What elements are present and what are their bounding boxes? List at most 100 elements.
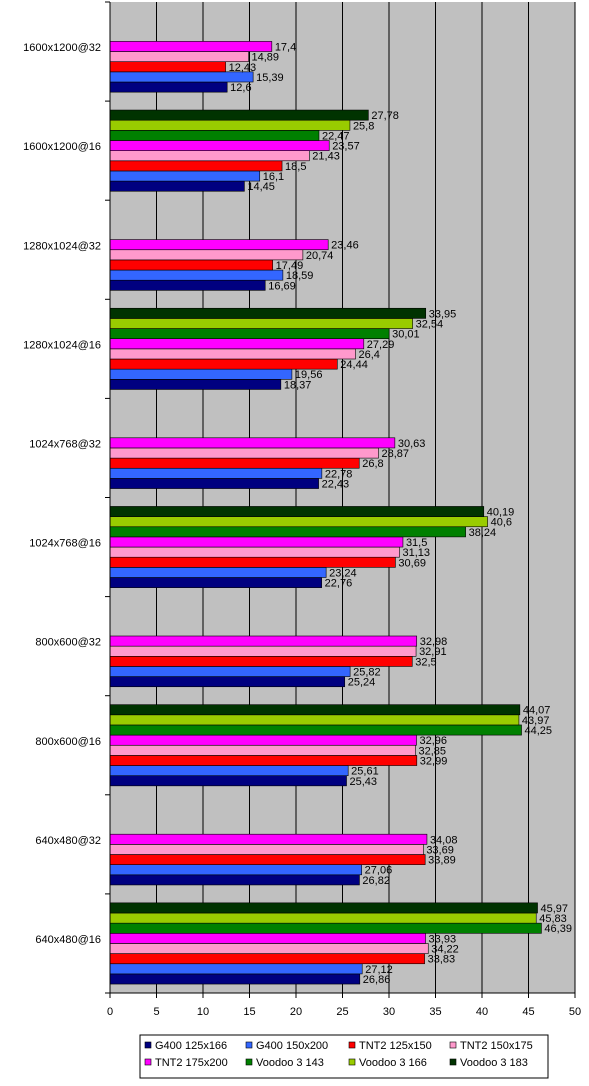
bar	[109, 704, 521, 716]
data-label: 22,43	[322, 478, 350, 490]
category-label: 800x600@32	[35, 637, 101, 649]
data-label: 19,56	[295, 369, 323, 381]
bar	[109, 912, 537, 924]
data-label: 23,46	[331, 240, 359, 252]
data-label: 28,87	[381, 448, 409, 460]
bar	[109, 109, 369, 121]
bar	[109, 874, 360, 886]
bar	[109, 973, 361, 985]
bar	[109, 755, 418, 766]
data-label: 44,25	[525, 725, 553, 737]
data-label: 17,4	[275, 41, 296, 53]
bar	[109, 269, 284, 281]
data-label: 27,06	[365, 865, 393, 877]
data-label: 22,76	[325, 578, 353, 590]
data-label: 12,43	[229, 62, 257, 74]
legend-swatch	[449, 1041, 457, 1049]
data-label: 33,83	[428, 954, 456, 966]
bar	[109, 368, 293, 380]
legend-swatch	[449, 1058, 457, 1066]
bar	[109, 526, 466, 538]
bar	[109, 378, 282, 390]
y-axis-categories: 1600x1200@32 1600x1200@16 1280x1024@32 1280…	[23, 1, 110, 994]
x-axis-ticks: 0 5 10 15 20 25 30 35 40 45 50	[107, 993, 581, 1018]
data-label: 44,07	[523, 705, 551, 717]
data-label: 18,5	[285, 161, 306, 173]
bar	[109, 170, 261, 182]
bar	[109, 724, 522, 736]
bar	[109, 844, 424, 855]
bar	[109, 864, 362, 876]
bar	[109, 119, 351, 131]
bar	[109, 536, 404, 548]
bar	[109, 348, 356, 360]
x-tick-label: 15	[243, 1006, 255, 1018]
data-label: 40,6	[491, 517, 512, 529]
legend-label: TNT2 175x200	[155, 1057, 228, 1069]
data-label: 27,12	[365, 964, 393, 976]
data-label: 33,93	[429, 933, 457, 945]
data-label: 30,01	[392, 329, 420, 341]
bar	[109, 478, 319, 489]
bar	[109, 249, 304, 261]
bar	[109, 457, 360, 469]
data-label: 15,39	[256, 72, 284, 84]
category-label: 800x600@16	[35, 736, 101, 748]
bar	[109, 239, 329, 251]
data-label: 18,37	[284, 379, 312, 391]
bar	[109, 943, 429, 954]
data-label: 32,96	[420, 735, 448, 747]
bar	[109, 734, 417, 746]
data-label: 33,95	[429, 308, 457, 320]
bar	[109, 854, 426, 865]
data-label: 46,39	[544, 923, 572, 935]
data-label: 32,91	[419, 646, 447, 658]
data-label: 25,82	[353, 667, 381, 679]
data-label: 31,5	[406, 537, 427, 549]
bar	[109, 676, 346, 688]
bar	[109, 358, 338, 370]
data-label: 30,63	[398, 438, 426, 450]
bar	[109, 140, 330, 151]
data-label: 32,98	[420, 636, 448, 648]
x-tick-label: 20	[290, 1006, 302, 1018]
category-label: 640x480@32	[35, 835, 101, 847]
data-label: 14,89	[251, 52, 279, 64]
data-label: 32,85	[419, 745, 447, 757]
data-label: 26,8	[362, 458, 383, 470]
data-label: 33,69	[426, 844, 454, 856]
data-label: 22,47	[322, 130, 350, 142]
data-label: 16,69	[268, 280, 296, 292]
category-label: 1280x1024@16	[23, 339, 101, 351]
bar	[109, 922, 542, 934]
data-label: 21,43	[312, 151, 340, 163]
data-label: 25,43	[349, 776, 377, 788]
legend: G400 125x166 G400 150x200 TNT2 125x150 TNT2…	[139, 1034, 549, 1079]
data-label: 17,49	[276, 260, 304, 272]
bar	[109, 307, 427, 319]
data-label: 27,78	[371, 110, 399, 122]
bar	[109, 744, 416, 756]
bar	[109, 714, 520, 726]
bar	[109, 902, 538, 914]
data-label: 14,45	[247, 181, 275, 193]
bar	[109, 567, 327, 578]
data-label: 32,99	[420, 755, 448, 767]
legend-box	[139, 1034, 549, 1079]
x-tick-label: 40	[476, 1006, 488, 1018]
bar	[109, 130, 320, 141]
bar	[109, 318, 413, 329]
data-label: 26,4	[359, 349, 380, 361]
bar	[109, 963, 363, 975]
data-label: 16,1	[263, 171, 284, 183]
data-label: 27,29	[367, 339, 395, 351]
category-label: 1600x1200@16	[23, 141, 101, 153]
bar	[109, 447, 379, 459]
bar	[109, 516, 488, 528]
legend-swatch	[144, 1058, 152, 1066]
bar	[109, 546, 400, 558]
legend-label: G400 125x166	[155, 1040, 227, 1052]
legend-swatch	[144, 1041, 152, 1049]
